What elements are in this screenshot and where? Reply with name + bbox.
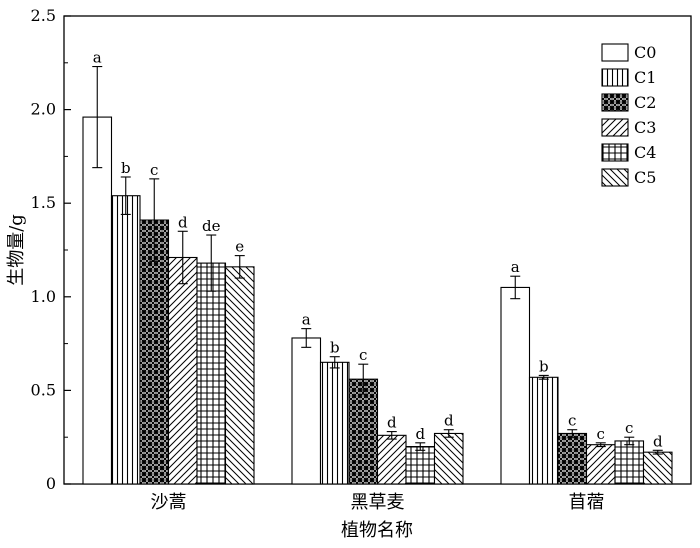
legend-swatch — [601, 68, 629, 87]
legend-swatch — [601, 168, 629, 187]
x-axis-title: 植物名称 — [341, 520, 413, 541]
y-tick-label: 1.0 — [31, 287, 56, 306]
significance-label: a — [511, 258, 520, 276]
bar — [224, 266, 255, 485]
bar — [376, 434, 407, 485]
significance-label: d — [387, 414, 397, 432]
legend: C0 C1 C2 C3 C4 C5 — [601, 43, 656, 187]
bar — [319, 361, 350, 485]
bar — [196, 262, 227, 485]
significance-label: d — [178, 213, 188, 231]
bar — [528, 376, 559, 485]
y-axis-title: 生物量/g — [6, 214, 27, 286]
legend-label: C1 — [634, 68, 656, 87]
bar — [405, 446, 436, 485]
legend-swatch — [601, 118, 629, 137]
bar — [642, 451, 673, 485]
significance-label: a — [93, 49, 102, 67]
legend-label: C3 — [634, 118, 656, 137]
significance-label: d — [415, 425, 425, 443]
significance-label: c — [150, 161, 158, 179]
y-tick-label: 1.5 — [31, 193, 56, 212]
bar — [433, 432, 464, 485]
bar — [614, 440, 645, 485]
x-tick-label: 黑草麦 — [351, 492, 405, 513]
bar — [585, 444, 616, 485]
legend-label: C5 — [634, 168, 656, 187]
bar — [348, 378, 379, 485]
bar — [500, 286, 531, 485]
bar — [557, 432, 588, 485]
y-axis: 0 0.5 1.0 1.5 2.0 2.5 — [31, 6, 71, 493]
y-tick-label: 0 — [46, 474, 56, 493]
significance-label: d — [653, 432, 663, 450]
significance-label: de — [202, 217, 221, 235]
bar — [291, 337, 322, 485]
legend-swatch — [601, 93, 629, 112]
significance-label: c — [625, 419, 633, 437]
significance-label: c — [597, 425, 605, 443]
bar — [110, 195, 141, 485]
legend-swatch — [601, 43, 629, 62]
legend-label: C2 — [634, 93, 656, 112]
significance-label: c — [359, 346, 367, 364]
significance-label: b — [330, 339, 340, 357]
significance-label: b — [121, 159, 131, 177]
significance-label: b — [539, 357, 549, 375]
significance-label: a — [302, 311, 311, 329]
legend-swatch — [601, 143, 629, 162]
x-tick-label: 沙蒿 — [151, 492, 187, 513]
bar — [167, 256, 198, 485]
y-tick-label: 2.5 — [31, 6, 56, 25]
significance-label: c — [568, 412, 576, 430]
legend-label: C0 — [634, 43, 656, 62]
significance-label: e — [235, 238, 244, 256]
x-tick-label: 苜蓿 — [569, 492, 605, 513]
legend-label: C4 — [634, 143, 656, 162]
y-tick-label: 2.0 — [31, 100, 56, 119]
bar — [82, 116, 113, 485]
y-tick-label: 0.5 — [31, 380, 56, 399]
significance-label: d — [444, 412, 454, 430]
